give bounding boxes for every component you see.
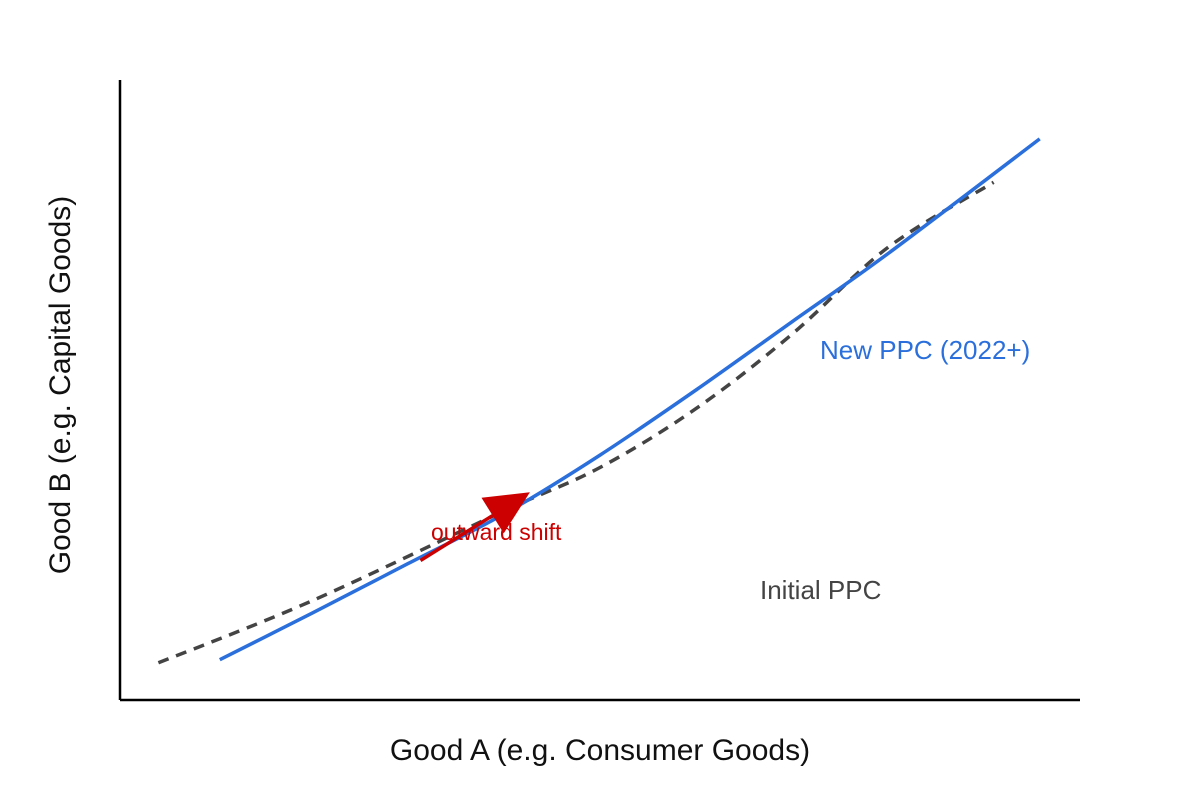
series-layer	[157, 137, 1041, 665]
new-ppc-curve	[219, 137, 1041, 662]
x-axis-label: Good A (e.g. Consumer Goods)	[390, 734, 810, 767]
annotation-outward-shift-label: outward shift	[431, 519, 562, 545]
y-axis-label: Good B (e.g. Capital Goods)	[44, 196, 77, 575]
annotation-arrow-head	[481, 492, 530, 534]
label-layer: Good A (e.g. Consumer Goods) Good B (e.g…	[44, 196, 1030, 767]
initial-ppc-curve	[157, 180, 995, 665]
axes	[118, 80, 1080, 702]
annotation-layer	[419, 492, 530, 562]
series-label-new-ppc: New PPC (2022+)	[820, 335, 1030, 365]
series-label-initial-ppc: Initial PPC	[760, 575, 881, 605]
annotation-arrow-shaft	[419, 514, 494, 562]
